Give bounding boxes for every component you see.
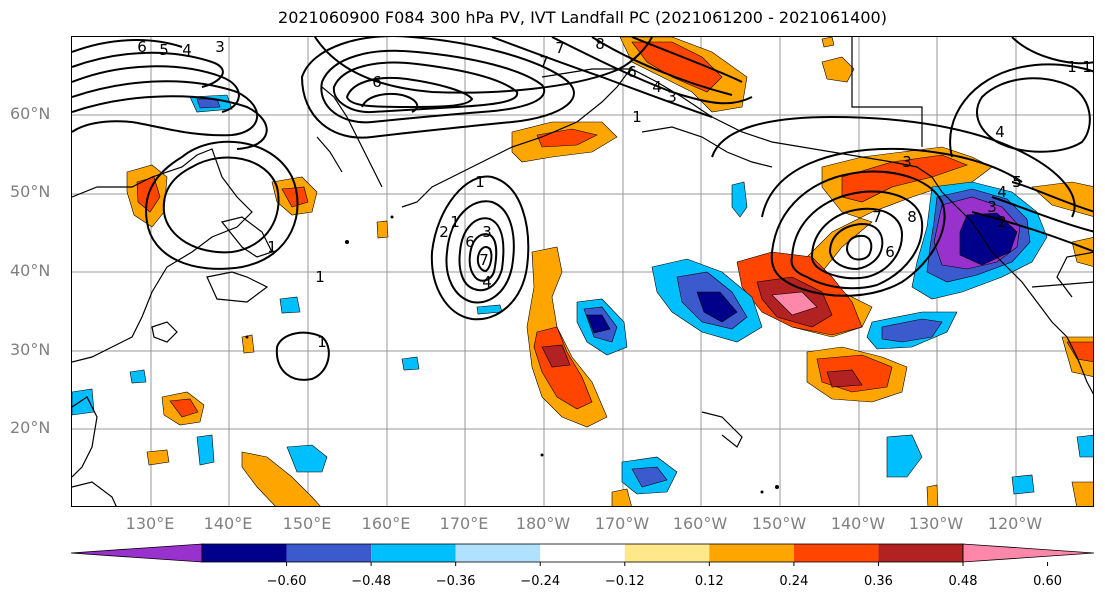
lon-label: 130°W	[908, 514, 964, 533]
contour-label: 6	[372, 73, 382, 91]
colorbar-tick-label: 0.48	[948, 574, 978, 589]
lon-label: 160°E	[361, 514, 411, 533]
contour-label: 2	[997, 213, 1007, 231]
colorbar-tick-label: −0.48	[351, 574, 392, 589]
contour-label: 8	[595, 37, 605, 53]
colorbar-cell	[793, 544, 879, 562]
contour-label: 6	[885, 243, 895, 261]
colorbar-tick-label: −0.24	[520, 574, 561, 589]
contour-label: 7	[555, 39, 565, 57]
lon-label: 150°E	[282, 514, 332, 533]
contour-label: 2	[439, 223, 449, 241]
map-canvas: 6 5 4 3 7 8 6 7 6 4 3 1 1 1 1 1 2 1 6 3 …	[72, 37, 1093, 506]
contour-label: 7	[539, 53, 549, 71]
lon-label: 130°E	[125, 514, 175, 533]
ivt-positive-anomalies	[126, 37, 1093, 506]
colorbar-cell	[878, 544, 963, 562]
contour-labels: 6 5 4 3 7 8 6 7 6 4 3 1 1 1 1 1 2 1 6 3 …	[137, 37, 1092, 351]
lat-label-20n: 20°N	[10, 418, 51, 437]
contour-label: 7	[479, 251, 489, 269]
lat-label-50n: 50°N	[10, 182, 51, 201]
colorbar-cell	[286, 544, 372, 562]
lon-label: 160°W	[672, 514, 728, 533]
contour-label: 4	[995, 123, 1005, 141]
colorbar-tick-label: 0.36	[863, 574, 893, 589]
contour-label: 3	[902, 153, 912, 171]
colorbar-cell	[709, 544, 794, 562]
lat-label-40n: 40°N	[10, 261, 51, 280]
colorbar-tick-label: 0.24	[779, 574, 809, 589]
colorbar-cells	[70, 543, 1095, 563]
lon-label: 140°E	[203, 514, 253, 533]
contour-label: 4	[652, 78, 662, 96]
coastlines	[72, 37, 1093, 506]
contour-label: 5	[1012, 173, 1022, 191]
colorbar-tick-label: −0.12	[604, 574, 645, 589]
contour-label: 1	[1082, 58, 1092, 76]
contour-label: 6	[627, 63, 637, 81]
ivt-negative-anomalies	[72, 94, 1093, 495]
contour-label: 4	[997, 183, 1007, 201]
lat-label-30n: 30°N	[10, 340, 51, 359]
contour-label: 3	[215, 38, 225, 56]
contour-label: 1	[1067, 58, 1077, 76]
lon-label: 170°W	[594, 514, 650, 533]
colorbar-tick-label: −0.60	[266, 574, 307, 589]
lon-label: 180°W	[515, 514, 571, 533]
contour-label: 6	[465, 233, 475, 251]
contour-label: 5	[1012, 173, 1022, 191]
contour-label: 4	[482, 273, 492, 291]
contour-label: 8	[907, 208, 917, 226]
colorbar-ticks	[286, 562, 1049, 566]
contour-label: 1	[475, 173, 485, 191]
colorbar-tick-label: −0.36	[435, 574, 476, 589]
islands	[245, 215, 779, 494]
contour-label: 1	[450, 213, 460, 231]
contour-label: 3	[482, 223, 492, 241]
map-title: 2021060900 F084 300 hPa PV, IVT Landfall…	[278, 8, 887, 27]
contour-label: 6	[137, 38, 147, 56]
colorbar-cell	[455, 544, 541, 562]
pv-contours	[72, 37, 1093, 381]
contour-label: 3	[987, 198, 997, 216]
colorbar-extend-low	[70, 543, 203, 563]
colorbar-cell	[202, 544, 287, 562]
contour-label: 5	[159, 41, 169, 59]
contour-label: 4	[182, 41, 192, 59]
map-panel: 6 5 4 3 7 8 6 7 6 4 3 1 1 1 1 1 2 1 6 3 …	[71, 36, 1094, 507]
lat-label-60n: 60°N	[10, 104, 51, 123]
contour-label: 3	[667, 88, 677, 106]
contour-label: 1	[632, 108, 642, 126]
lon-label: 140°W	[830, 514, 886, 533]
colorbar-tick-label: 0.12	[694, 574, 724, 589]
colorbar-cell	[624, 544, 710, 562]
colorbar-cell	[540, 544, 625, 562]
contour-label: 1	[315, 268, 325, 286]
contour-label: 1	[267, 238, 277, 256]
lon-label: 150°W	[751, 514, 807, 533]
colorbar-cell	[371, 544, 456, 562]
colorbar-extend-high	[962, 543, 1095, 563]
contour-label: 1	[317, 333, 327, 351]
lon-label: 120°W	[987, 514, 1043, 533]
colorbar-outline	[201, 543, 964, 563]
contour-label: 7	[872, 208, 882, 226]
lon-label: 170°E	[439, 514, 489, 533]
colorbar-tick-label: 0.60	[1033, 574, 1063, 589]
